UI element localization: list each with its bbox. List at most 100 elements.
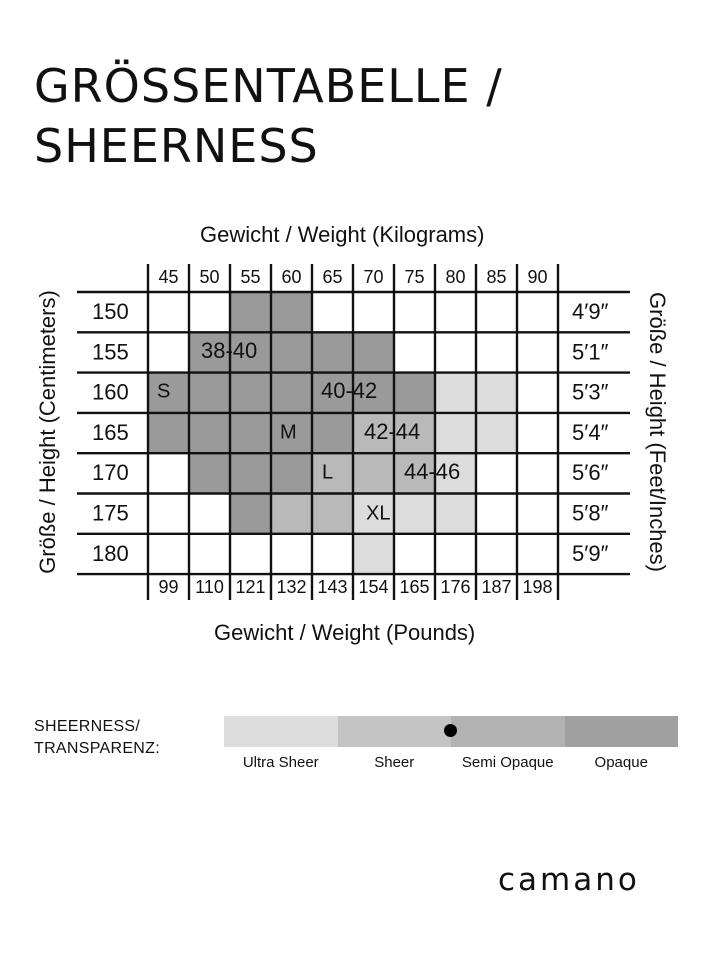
ft-tick-label: 5′9″: [572, 541, 609, 566]
kg-tick-label: 75: [404, 267, 424, 287]
ft-tick-label: 5′3″: [572, 380, 609, 405]
sheerness-level-label: Ultra Sheer: [242, 754, 319, 771]
size-cell: [353, 332, 394, 373]
size-cell: [435, 493, 476, 534]
cm-tick-label: 180: [92, 541, 129, 566]
size-cell: [271, 292, 312, 333]
size-cell: [394, 493, 435, 534]
size-cell: [353, 412, 394, 454]
lb-tick-label: 187: [481, 577, 511, 597]
sheerness-level-label: Sheer: [374, 754, 415, 771]
size-label: XL: [366, 502, 390, 524]
size-cell: [312, 412, 353, 454]
lb-tick-label: 132: [276, 577, 306, 597]
size-cell: [394, 453, 435, 494]
size-cell: [435, 412, 476, 454]
size-cell: [230, 412, 271, 454]
lb-tick-label: 176: [440, 577, 470, 597]
kg-tick-label: 90: [527, 267, 547, 287]
cm-tick-label: 165: [92, 420, 129, 445]
cm-tick-label: 155: [92, 339, 129, 364]
size-cell: [148, 412, 189, 454]
lb-tick-label: 143: [317, 577, 347, 597]
kg-tick-label: 85: [486, 267, 506, 287]
size-cell: [312, 372, 353, 413]
lb-tick-label: 99: [158, 577, 178, 597]
ft-tick-label: 5′6″: [572, 460, 609, 485]
size-cell: [189, 412, 230, 454]
size-cell: [230, 332, 271, 373]
size-cell: [271, 412, 312, 454]
sheerness-segment-semi-opaque: [451, 716, 565, 747]
cm-tick-label: 170: [92, 460, 129, 485]
size-cell: [230, 372, 271, 413]
sheerness-label: SHEERNESS/ TRANSPARENZ:: [34, 716, 160, 760]
brand-logo: camano: [498, 862, 640, 898]
size-cell: [394, 412, 435, 454]
size-label: S: [157, 380, 170, 402]
size-band-label: 44-46: [404, 459, 460, 484]
size-cell: [230, 292, 271, 333]
sheerness-selected-marker: [444, 724, 457, 737]
kg-tick-label: 60: [281, 267, 301, 287]
lb-tick-label: 121: [235, 577, 265, 597]
ft-tick-label: 4′9″: [572, 299, 609, 324]
sheerness-label-line-2: TRANSPARENZ:: [34, 740, 160, 757]
size-cell: [271, 372, 312, 413]
size-cell: [230, 453, 271, 494]
kg-axis-title: Gewicht / Weight (Kilograms): [200, 222, 485, 247]
size-cell: [353, 453, 394, 494]
lb-tick-label: 110: [195, 577, 224, 597]
sheerness-segment-sheer: [337, 716, 451, 747]
size-cell: [271, 332, 312, 373]
size-cell: [435, 372, 476, 413]
sheerness-scale: [224, 716, 678, 747]
sheerness-segment-ultra-sheer: [224, 716, 338, 747]
sheerness-level-labels: Ultra Sheer Sheer Semi Opaque Opaque: [224, 754, 678, 771]
kg-tick-label: 55: [240, 267, 260, 287]
size-cell: [189, 453, 230, 494]
size-cell: [148, 372, 189, 413]
size-cell: [271, 493, 312, 534]
title-line-2: SHEERNESS: [34, 119, 319, 173]
ft-tick-label: 5′4″: [572, 420, 609, 445]
kg-tick-label: 70: [363, 267, 383, 287]
sheerness-label-line-1: SHEERNESS/: [34, 718, 141, 735]
size-cell: [312, 332, 353, 373]
kg-tick-label: 50: [199, 267, 219, 287]
size-cell: [189, 372, 230, 413]
lb-axis-title: Gewicht / Weight (Pounds): [214, 620, 476, 645]
kg-tick-label: 45: [158, 267, 178, 287]
size-cell: [476, 412, 517, 454]
cm-tick-label: 160: [92, 380, 129, 405]
lb-tick-label: 198: [522, 577, 552, 597]
cm-tick-label: 150: [92, 299, 129, 324]
sheerness-level-label: Opaque: [594, 754, 648, 771]
size-band-label: 38-40: [201, 338, 257, 363]
ft-tick-label: 5′8″: [572, 500, 609, 525]
size-cell: [353, 372, 394, 413]
size-cell: [394, 372, 435, 413]
size-cell: [435, 453, 476, 494]
lb-tick-label: 165: [399, 577, 429, 597]
size-label: L: [322, 461, 333, 483]
kg-tick-label: 80: [445, 267, 465, 287]
size-cell: [230, 493, 271, 534]
title-line-1: GRÖSSENTABELLE /: [34, 59, 503, 113]
size-cell: [312, 493, 353, 534]
size-cell: [189, 332, 230, 373]
size-cell: [476, 372, 517, 413]
page-title: GRÖSSENTABELLE / SHEERNESS: [34, 56, 694, 176]
size-band-label: 40-42: [321, 378, 377, 403]
size-cell: [353, 493, 394, 534]
size-cell: [353, 533, 394, 575]
kg-tick-label: 65: [322, 267, 342, 287]
sheerness-segment-opaque: [564, 716, 678, 747]
size-cell: [312, 453, 353, 494]
size-label: M: [280, 421, 297, 443]
size-cell: [271, 453, 312, 494]
cm-tick-label: 175: [92, 500, 129, 525]
lb-tick-label: 154: [358, 577, 388, 597]
ft-tick-label: 5′1″: [572, 339, 609, 364]
